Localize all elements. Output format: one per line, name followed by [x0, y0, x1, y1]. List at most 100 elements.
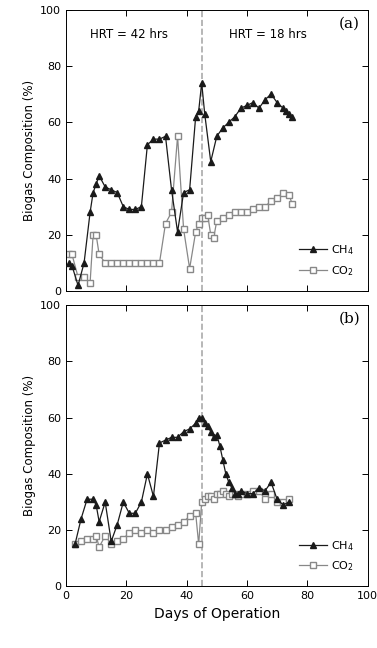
CO$_2$ — [151, 259, 156, 267]
Line: CH$_4$: CH$_4$ — [72, 415, 292, 548]
Y-axis label: Biogas Composition (%): Biogas Composition (%) — [23, 80, 36, 221]
CH$_4$ — [133, 205, 138, 213]
CO$_2$ — [133, 259, 138, 267]
CH$_4$ — [88, 209, 92, 216]
CO$_2$ — [82, 273, 86, 281]
CO$_2$ — [208, 231, 213, 238]
CH$_4$ — [202, 110, 207, 118]
CH$_4$ — [257, 484, 261, 492]
CO$_2$ — [175, 132, 180, 140]
CH$_4$ — [233, 490, 237, 498]
CO$_2$ — [263, 203, 267, 211]
CH$_4$ — [109, 538, 113, 546]
CH$_4$ — [263, 487, 267, 494]
CH$_4$ — [233, 113, 237, 121]
CH$_4$ — [103, 183, 107, 191]
CH$_4$ — [145, 141, 150, 148]
Line: CO$_2$: CO$_2$ — [72, 488, 292, 550]
CO$_2$ — [233, 490, 237, 498]
X-axis label: Days of Operation: Days of Operation — [154, 607, 280, 621]
CO$_2$ — [115, 538, 120, 546]
CH$_4$ — [151, 135, 156, 143]
Line: CH$_4$: CH$_4$ — [66, 80, 295, 288]
CH$_4$ — [211, 434, 216, 441]
CO$_2$ — [169, 524, 174, 531]
CH$_4$ — [281, 104, 285, 112]
Text: HRT = 42 hrs: HRT = 42 hrs — [90, 28, 168, 41]
CO$_2$ — [151, 529, 156, 537]
CO$_2$ — [275, 498, 279, 506]
CO$_2$ — [230, 490, 234, 498]
CH$_4$ — [245, 102, 249, 110]
CH$_4$ — [239, 487, 243, 494]
CH$_4$ — [121, 203, 126, 211]
CH$_4$ — [193, 419, 198, 427]
CO$_2$ — [97, 251, 101, 259]
CO$_2$ — [85, 535, 89, 542]
CO$_2$ — [202, 214, 207, 222]
Line: CO$_2$: CO$_2$ — [66, 133, 295, 285]
CO$_2$ — [103, 259, 107, 267]
CO$_2$ — [236, 492, 240, 500]
CO$_2$ — [215, 217, 219, 225]
CO$_2$ — [76, 273, 80, 281]
CH$_4$ — [121, 498, 126, 506]
CH$_4$ — [139, 203, 144, 211]
CH$_4$ — [67, 259, 71, 267]
CH$_4$ — [287, 110, 291, 118]
CH$_4$ — [263, 96, 267, 104]
CO$_2$ — [91, 231, 95, 238]
Text: (b): (b) — [338, 312, 360, 326]
CO$_2$ — [175, 520, 180, 528]
CO$_2$ — [193, 228, 198, 236]
CO$_2$ — [133, 526, 138, 534]
CH$_4$ — [199, 79, 204, 87]
CH$_4$ — [133, 509, 138, 517]
CH$_4$ — [145, 470, 150, 478]
CO$_2$ — [245, 490, 249, 498]
CH$_4$ — [193, 113, 198, 121]
CH$_4$ — [97, 518, 101, 526]
CH$_4$ — [227, 478, 231, 486]
CH$_4$ — [251, 98, 255, 106]
CO$_2$ — [139, 259, 144, 267]
CH$_4$ — [181, 189, 186, 196]
CO$_2$ — [205, 492, 210, 500]
CO$_2$ — [94, 231, 98, 238]
CH$_4$ — [91, 189, 95, 196]
CH$_4$ — [236, 490, 240, 498]
CH$_4$ — [94, 180, 98, 188]
CH$_4$ — [94, 501, 98, 509]
CH$_4$ — [221, 124, 225, 132]
CO$_2$ — [67, 251, 71, 259]
CH$_4$ — [187, 186, 192, 194]
CO$_2$ — [79, 538, 83, 546]
CH$_4$ — [151, 492, 156, 500]
CO$_2$ — [187, 512, 192, 520]
CO$_2$ — [145, 526, 150, 534]
CH$_4$ — [163, 436, 168, 444]
CH$_4$ — [139, 498, 144, 506]
CO$_2$ — [121, 535, 126, 542]
CH$_4$ — [85, 495, 89, 503]
CO$_2$ — [181, 226, 186, 233]
CH$_4$ — [103, 498, 107, 506]
CH$_4$ — [187, 425, 192, 433]
CH$_4$ — [70, 262, 74, 270]
CH$_4$ — [269, 90, 273, 98]
CO$_2$ — [145, 259, 150, 267]
CO$_2$ — [139, 529, 144, 537]
CO$_2$ — [163, 220, 168, 227]
CO$_2$ — [227, 211, 231, 219]
CO$_2$ — [251, 487, 255, 494]
CO$_2$ — [193, 509, 198, 517]
CO$_2$ — [88, 279, 92, 286]
CO$_2$ — [233, 209, 237, 216]
CH$_4$ — [97, 172, 101, 179]
CO$_2$ — [205, 211, 210, 219]
CO$_2$ — [287, 192, 291, 200]
CO$_2$ — [187, 264, 192, 272]
CO$_2$ — [251, 205, 255, 213]
CH$_4$ — [109, 186, 113, 194]
CO$_2$ — [109, 259, 113, 267]
